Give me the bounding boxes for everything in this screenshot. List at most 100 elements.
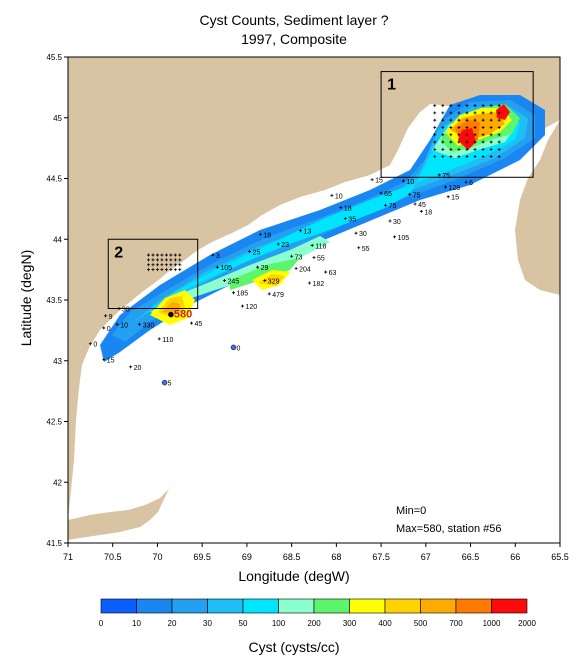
station-cross [489,133,493,137]
station-cross [449,155,453,159]
station-cross [267,292,271,296]
station-value-label: 29 [261,265,269,272]
station-value-label: 120 [245,304,257,311]
station-cross [433,133,437,137]
station-cross [290,254,294,258]
station-cross [379,191,383,195]
station-cross [419,209,423,213]
station-cross [457,111,461,115]
colorbar-tick-label: 2000 [518,619,536,628]
colorbar-tick-label: 1000 [483,619,501,628]
x-tick-label: 69.5 [193,552,211,562]
station-cross [457,104,461,108]
station-cross [481,155,485,159]
station-cross [497,111,501,115]
station-value-label: 3 [216,253,220,260]
station-value-label: 30 [122,307,130,314]
station-cross [147,263,151,267]
station-cross [401,179,405,183]
y-tick-label: 43.5 [46,296,62,305]
station-value-label: 18 [424,209,432,216]
station-cross [457,147,461,151]
station-cross [263,279,267,283]
station-value-label: 479 [272,292,284,299]
station-cross [497,155,501,159]
x-tick-label: 65.5 [551,552,569,562]
station-cross [441,118,445,122]
station-value-label: 15 [375,178,383,185]
station-cross [481,140,485,144]
station-cross [384,203,388,207]
station-value-label: 580 [174,309,192,321]
station-cross [169,268,173,272]
station-cross [164,268,168,272]
axes: 71 70.5 70 69.5 69 68.5 68 67.5 67 66.5 66 65.541.5… [46,53,568,562]
station-cross [160,253,164,257]
station-cross [248,249,252,253]
station-value-label: 10 [335,194,343,201]
region-box-1 [380,71,534,178]
colorbar-swatch [420,598,457,614]
station-cross [473,111,477,115]
station-cross [299,229,303,233]
station-cross [178,258,182,262]
y-tick-label: 42 [53,478,62,487]
station-cross [497,125,501,129]
station-value-label: 55 [362,246,370,253]
station-value-label: 20 [134,365,142,372]
station-value-label: 105 [220,265,232,272]
station-cross [441,155,445,159]
station-cross [473,133,477,137]
station-value-label: 330 [143,322,155,329]
station-cross [173,258,177,262]
colorbar-swatch [349,598,386,614]
station-cross [256,265,260,269]
station-value-label: 182 [313,281,325,288]
colorbar-swatch [491,598,528,614]
station-cross [160,268,164,272]
station-cross [449,133,453,137]
station-cross [489,147,493,151]
colorbar-tick-label: 20 [168,619,177,628]
station-cross [147,253,151,257]
station-cross [481,118,485,122]
station-value-label: 15 [451,195,459,202]
nova-scotia [515,120,560,295]
colorbar-tick-label: 30 [203,619,212,628]
station-cross [310,243,314,247]
region-boxes: 12 [107,71,534,310]
station-cross [457,140,461,144]
station-value-label: 75 [442,173,450,180]
station-cross [437,173,441,177]
station-cross [155,258,159,262]
x-tick-label: 71 [63,552,73,562]
station-cross [441,140,445,144]
station-cross [173,263,177,267]
colorbar-swatch [207,598,244,614]
station-cross [441,104,445,108]
station-cross [449,118,453,122]
x-axis-label: Longitude (degW) [238,568,350,584]
station-cross [178,263,182,267]
colorbar-label: Cyst (cysts/cc) [248,639,340,655]
station-cross [102,358,106,362]
station-cross [457,118,461,122]
station-cross [449,104,453,108]
station-cross [258,232,262,236]
station-cross [370,178,374,182]
station-cross [441,147,445,151]
station-cross [441,133,445,137]
station-cross [449,140,453,144]
cape-cod [68,482,172,540]
colorbar-swatch [313,598,350,614]
station-value-label: 0 [93,342,97,349]
station-cross [240,304,244,308]
station-value-label: 5 [168,381,172,388]
station-cross [481,104,485,108]
station-cross [164,263,168,267]
station-cross [433,118,437,122]
min-annotation: Min=0 [396,505,427,517]
station-cross [129,365,133,369]
station-value-label: 30 [393,219,401,226]
max-annotation: Max=580, station #56 [396,523,502,535]
